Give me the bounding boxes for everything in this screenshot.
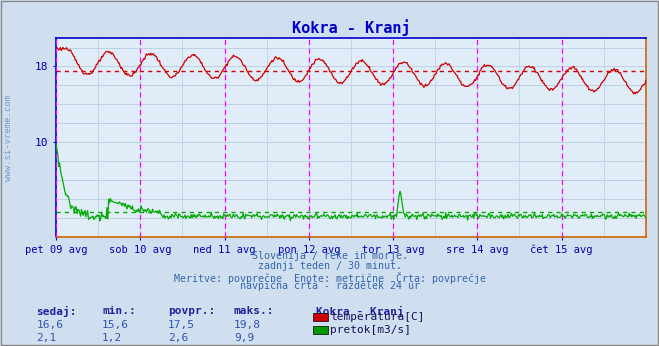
Text: 2,1: 2,1 bbox=[36, 333, 57, 343]
Text: 19,8: 19,8 bbox=[234, 320, 261, 330]
Text: 16,6: 16,6 bbox=[36, 320, 63, 330]
Text: navpična črta - razdelek 24 ur: navpična črta - razdelek 24 ur bbox=[239, 281, 420, 291]
Text: Slovenija / reke in morje.: Slovenija / reke in morje. bbox=[252, 251, 407, 261]
Text: 9,9: 9,9 bbox=[234, 333, 254, 343]
Text: Kokra - Kranj: Kokra - Kranj bbox=[316, 306, 404, 317]
Text: www.si-vreme.com: www.si-vreme.com bbox=[4, 95, 13, 181]
Text: temperatura[C]: temperatura[C] bbox=[330, 312, 424, 322]
Text: 1,2: 1,2 bbox=[102, 333, 123, 343]
Text: 17,5: 17,5 bbox=[168, 320, 195, 330]
Text: 15,6: 15,6 bbox=[102, 320, 129, 330]
Text: pretok[m3/s]: pretok[m3/s] bbox=[330, 325, 411, 335]
Text: zadnji teden / 30 minut.: zadnji teden / 30 minut. bbox=[258, 261, 401, 271]
Text: min.:: min.: bbox=[102, 306, 136, 316]
Text: 2,6: 2,6 bbox=[168, 333, 188, 343]
Title: Kokra - Kranj: Kokra - Kranj bbox=[291, 19, 411, 36]
Text: maks.:: maks.: bbox=[234, 306, 274, 316]
Text: sedaj:: sedaj: bbox=[36, 306, 76, 317]
Text: Meritve: povprečne  Enote: metrične  Črta: povprečje: Meritve: povprečne Enote: metrične Črta:… bbox=[173, 272, 486, 284]
Text: povpr.:: povpr.: bbox=[168, 306, 215, 316]
